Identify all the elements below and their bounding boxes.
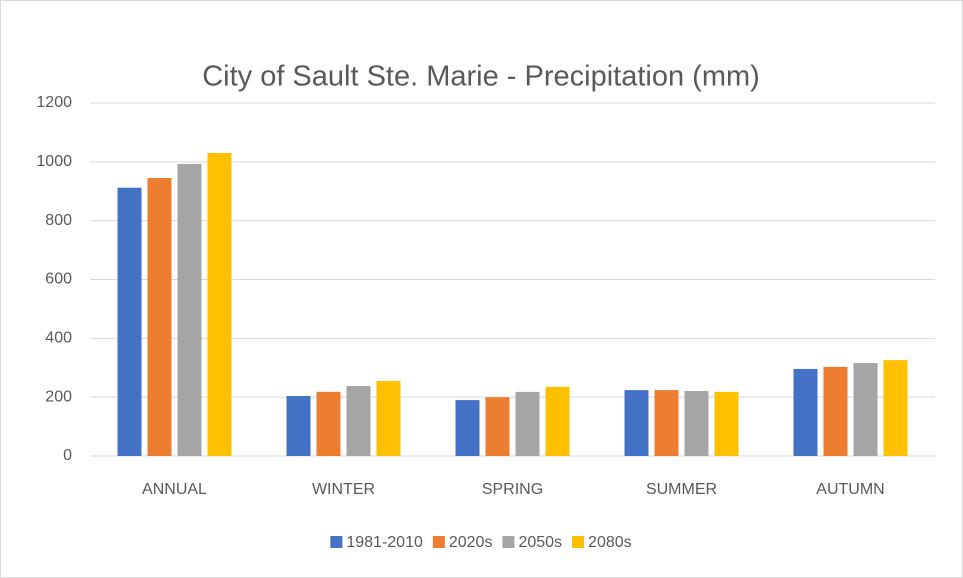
bar [346,385,371,456]
bar [485,397,510,456]
bar [823,366,848,456]
bar [147,178,172,456]
bar [545,386,570,456]
bar [376,380,401,456]
legend-label: 1981-2010 [346,534,423,551]
bar [684,390,709,456]
bar [207,153,232,456]
x-tick-label: WINTER [312,481,375,498]
x-tick-label: AUTUMN [816,481,884,498]
bar [177,163,202,456]
y-tick-label: 200 [45,388,72,405]
bar [793,368,818,456]
chart-title: City of Sault Ste. Marie - Precipitation… [202,61,760,93]
legend-label: 2020s [449,534,493,551]
bar [624,390,649,456]
bar [455,400,480,456]
legend-swatch [502,536,515,548]
y-tick-label: 1200 [36,94,72,111]
x-tick-label: SUMMER [646,481,717,498]
bar [654,390,679,456]
legend-label: 2050s [518,534,562,551]
y-tick-label: 0 [63,447,72,464]
y-tick-label: 400 [45,330,72,347]
y-tick-label: 1000 [36,153,72,170]
bar [515,391,540,456]
y-tick-label: 600 [45,271,72,288]
x-tick-label: ANNUAL [142,481,207,498]
legend-swatch [330,536,343,548]
legend-swatch [572,536,585,548]
bar [117,187,142,456]
y-tick-label: 800 [45,212,72,229]
bar [714,391,739,456]
bar [316,391,341,456]
legend-swatch [432,536,445,548]
bar [286,395,311,456]
legend-label: 2080s [588,534,632,551]
bar [883,360,908,456]
bar [853,363,878,456]
x-tick-label: SPRING [482,481,543,498]
